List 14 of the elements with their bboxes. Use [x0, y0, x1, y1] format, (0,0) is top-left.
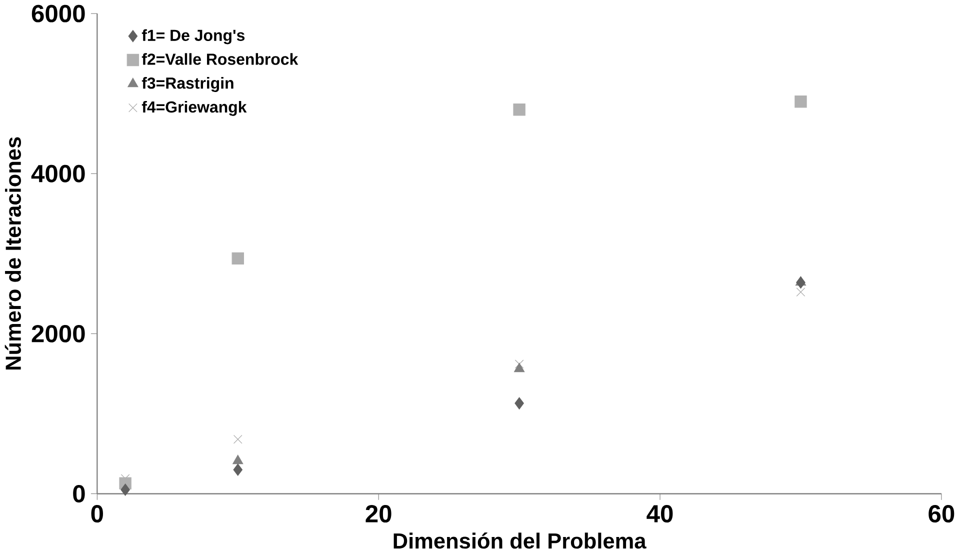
- x-tick-label: 60: [928, 504, 954, 522]
- x-tick-label: 20: [366, 504, 392, 522]
- y-tick-label: 6000: [32, 4, 85, 22]
- x-tick-label: 0: [91, 504, 103, 522]
- y-axis-title: Número de Iteraciones: [4, 137, 22, 370]
- legend-label: f3=Rastrigin: [142, 76, 234, 92]
- x-axis-title: Dimensión del Problema: [394, 532, 646, 548]
- x-tick-label: 40: [646, 504, 673, 522]
- legend-label: f4=Griewangk: [142, 100, 247, 116]
- legend-label: f1= De Jong's: [142, 29, 245, 44]
- y-tick-label: 2000: [32, 324, 85, 342]
- y-tick-label: 0: [73, 484, 85, 502]
- y-tick-label: 4000: [31, 164, 85, 182]
- legend-label: f2=Valle Rosenbrock: [142, 52, 298, 65]
